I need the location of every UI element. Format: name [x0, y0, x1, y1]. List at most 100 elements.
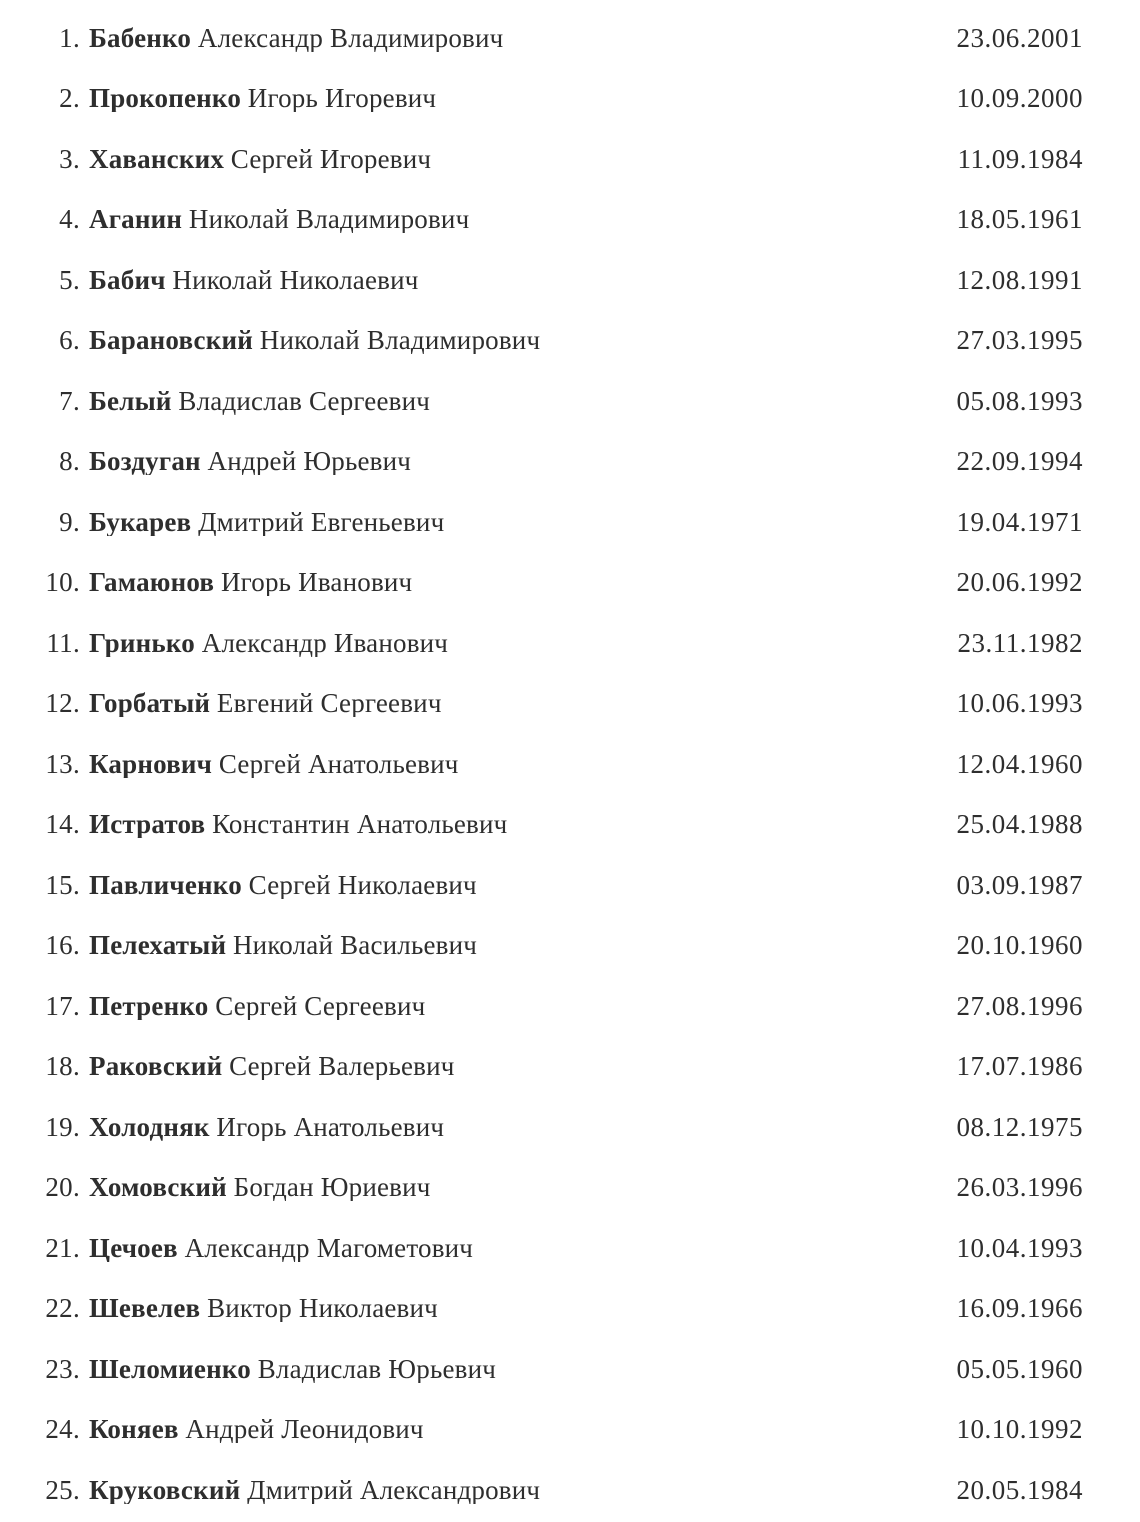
list-item-birth-date: 05.05.1960: [956, 1353, 1083, 1384]
list-item-given-names: Дмитрий Александрович: [247, 1476, 541, 1504]
list-item-name-cell: 2. Прокопенко Игорь Игоревич: [0, 85, 957, 112]
list-item: 6. Барановский Николай Владимирович 27.03…: [0, 311, 1083, 372]
list-item-surname: Павличенко: [89, 871, 242, 899]
list-item-number: 18.: [45, 1053, 80, 1081]
list-item-number: 3.: [59, 145, 80, 173]
list-item: 14. Истратов Константин Анатольевич 25.04…: [0, 795, 1083, 856]
list-item-given-names: Евгений Сергеевич: [216, 690, 442, 718]
list-item: 12. Горбатый Евгений Сергеевич 10.06.1993: [0, 674, 1083, 735]
list-item-birth-date: 12.04.1960: [956, 748, 1083, 779]
list-item-name-cell: 22. Шевелев Виктор Николаевич: [0, 1295, 957, 1322]
list-item-birth-date: 25.04.1988: [956, 809, 1083, 840]
name-separator: [201, 448, 208, 475]
list-item-birth-date: 10.04.1993: [956, 1232, 1083, 1263]
list-item-surname: Шевелев: [89, 1295, 201, 1323]
list-item-surname: Холодняк: [89, 1113, 210, 1141]
list-item-surname: Истратов: [89, 811, 206, 839]
list-item-name-cell: 25. Круковский Дмитрий Александрович: [0, 1477, 957, 1504]
name-separator: [212, 751, 219, 778]
list-item-name-cell: 1. Бабенко Александр Владимирович: [0, 25, 957, 52]
list-item-number: 25.: [45, 1476, 80, 1504]
list-item-given-names: Андрей Юрьевич: [207, 448, 412, 476]
list-item-given-names: Игорь Иванович: [220, 569, 413, 597]
list-item-number: 14.: [45, 811, 80, 839]
list-item-birth-date: 27.03.1995: [956, 325, 1083, 356]
list-item-number: 5.: [59, 266, 80, 294]
list-item-surname: Гринько: [89, 629, 195, 657]
list-item-surname: Хаванских: [89, 145, 225, 173]
list-item-birth-date: 08.12.1975: [956, 1111, 1083, 1142]
list-item-given-names: Сергей Николаевич: [248, 871, 477, 899]
list-item: 3. Хаванских Сергей Игоревич 11.09.1984: [0, 129, 1083, 190]
list-item-birth-date: 23.11.1982: [957, 627, 1083, 658]
list-item-surname: Круковский: [89, 1476, 241, 1504]
list-item-birth-date: 10.09.2000: [956, 83, 1083, 114]
list-item-birth-date: 10.06.1993: [956, 688, 1083, 719]
list-item-birth-date: 20.10.1960: [956, 930, 1083, 961]
list-item: 7. Белый Владислав Сергеевич 05.08.1993: [0, 371, 1083, 432]
list-item-birth-date: 27.08.1996: [956, 990, 1083, 1021]
list-item-number: 4.: [59, 206, 80, 234]
list-item: 2. Прокопенко Игорь Игоревич 10.09.2000: [0, 69, 1083, 130]
list-item-given-names: Константин Анатольевич: [212, 811, 508, 839]
list-item-birth-date: 20.05.1984: [956, 1474, 1083, 1505]
list-item-birth-date: 11.09.1984: [957, 143, 1083, 174]
list-item-given-names: Сергей Игоревич: [230, 145, 432, 173]
list-item-number: 17.: [45, 992, 80, 1020]
name-separator: [195, 630, 202, 657]
list-item-number: 23.: [45, 1355, 80, 1383]
list-item-birth-date: 03.09.1987: [956, 869, 1083, 900]
list-item-surname: Раковский: [89, 1053, 223, 1081]
list-item-number: 20.: [45, 1174, 80, 1202]
list-item-number: 16.: [45, 932, 80, 960]
list-item-birth-date: 17.07.1986: [956, 1051, 1083, 1082]
list-item-surname: Бабич: [89, 266, 166, 294]
list-item-name-cell: 7. Белый Владислав Сергеевич: [0, 388, 957, 415]
list-item-surname: Аганин: [89, 206, 183, 234]
list-item: 20. Хомовский Богдан Юриевич 26.03.1996: [0, 1158, 1083, 1219]
list-item-given-names: Владислав Юрьевич: [257, 1355, 497, 1383]
list-item-given-names: Сергей Сергеевич: [215, 992, 426, 1020]
list-item-number: 6.: [59, 327, 80, 355]
list-item-birth-date: 12.08.1991: [956, 264, 1083, 295]
list-item: 1. Бабенко Александр Владимирович 23.06.2…: [0, 8, 1083, 69]
list-item: 4. Аганин Николай Владимирович 18.05.1961: [0, 190, 1083, 251]
name-separator: [227, 1174, 234, 1201]
list-item-name-cell: 8. Боздуган Андрей Юрьевич: [0, 448, 957, 475]
list-item-birth-date: 10.10.1992: [956, 1414, 1083, 1445]
list-item-given-names: Игорь Анатольевич: [216, 1113, 445, 1141]
list-item-name-cell: 19. Холодняк Игорь Анатольевич: [0, 1114, 957, 1141]
list-item-number: 21.: [45, 1234, 80, 1262]
list-item: 25. Круковский Дмитрий Александрович 20.0…: [0, 1460, 1083, 1521]
list-item-given-names: Владислав Сергеевич: [178, 387, 431, 415]
list-item-birth-date: 16.09.1966: [956, 1293, 1083, 1324]
list-item-number: 2.: [59, 85, 80, 113]
list-item-given-names: Николай Николаевич: [172, 266, 419, 294]
list-item-name-cell: 15. Павличенко Сергей Николаевич: [0, 872, 957, 899]
list-item-name-cell: 12. Горбатый Евгений Сергеевич: [0, 690, 957, 717]
name-separator: [210, 690, 217, 717]
list-item-surname: Прокопенко: [89, 85, 242, 113]
list-item: 15. Павличенко Сергей Николаевич 03.09.19…: [0, 855, 1083, 916]
list-item-surname: Барановский: [89, 327, 254, 355]
list-item: 19. Холодняк Игорь Анатольевич 08.12.1975: [0, 1097, 1083, 1158]
list-item-name-cell: 16. Пелехатый Николай Васильевич: [0, 932, 957, 959]
list-item-given-names: Дмитрий Евгеньевич: [198, 508, 445, 536]
list-item-name-cell: 13. Карнович Сергей Анатольевич: [0, 751, 957, 778]
list-item: 11. Гринько Александр Иванович 23.11.1982: [0, 613, 1083, 674]
name-separator: [182, 206, 189, 233]
list-item-surname: Бабенко: [89, 24, 192, 52]
list-item-given-names: Сергей Анатольевич: [218, 750, 459, 778]
name-separator: [242, 872, 249, 899]
list-item: 13. Карнович Сергей Анатольевич 12.04.196…: [0, 734, 1083, 795]
list-item-name-cell: 11. Гринько Александр Иванович: [0, 630, 958, 657]
list-item: 22. Шевелев Виктор Николаевич 16.09.1966: [0, 1279, 1083, 1340]
list-item-number: 13.: [45, 750, 80, 778]
list-item-name-cell: 6. Барановский Николай Владимирович: [0, 327, 957, 354]
list-item-given-names: Виктор Николаевич: [207, 1295, 438, 1323]
list-item: 24. Коняев Андрей Леонидович 10.10.1992: [0, 1400, 1083, 1461]
list-item-name-cell: 4. Аганин Николай Владимирович: [0, 206, 957, 233]
list-item-given-names: Богдан Юриевич: [233, 1174, 431, 1202]
name-separator: [241, 85, 248, 112]
